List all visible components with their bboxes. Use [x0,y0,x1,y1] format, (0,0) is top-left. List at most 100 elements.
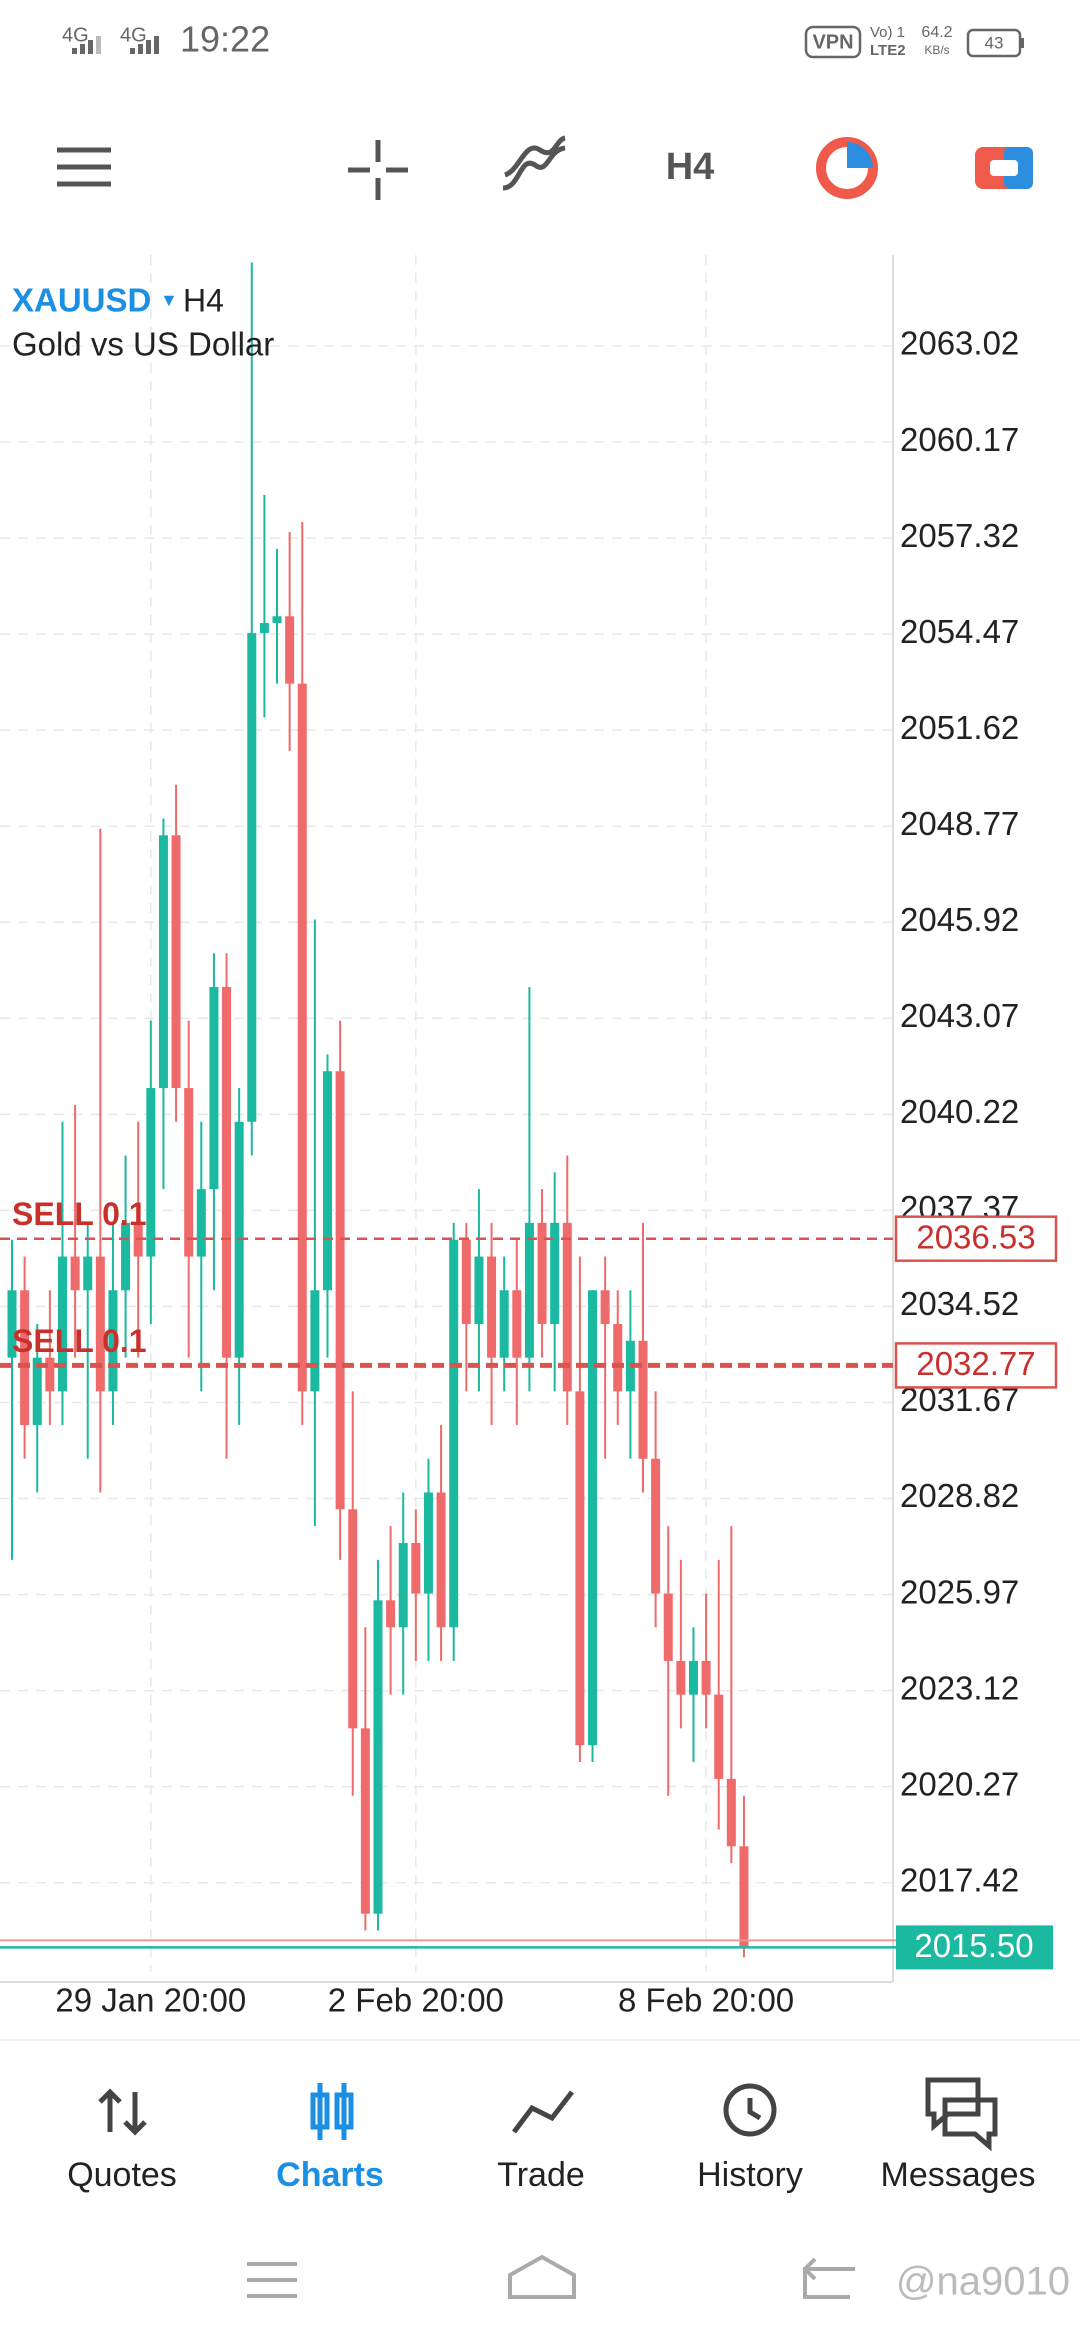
candle-body [575,1391,585,1746]
symbol[interactable]: XAUUSD [12,282,151,319]
candle-body [537,1222,547,1324]
candle-body [663,1593,673,1661]
back-button[interactable] [802,2257,855,2299]
recent-apps-button[interactable] [247,2262,297,2298]
timeframe-button[interactable]: H4 [666,146,715,188]
crosshair-button[interactable] [348,140,408,200]
candle-body [310,1290,320,1392]
y-tick-label: 2051.62 [900,709,1019,746]
one-click-button[interactable] [975,147,1033,189]
nav-icons [98,2077,998,2152]
signal-bar [80,44,85,54]
candle-body [146,1088,156,1257]
order-price-box [894,1342,1058,1389]
history-trades-button[interactable] [816,137,878,199]
chart: 2063.02 2060.17 2057.32 2054.47 2051.62 2048.… [0,255,1058,2019]
candle-body [373,1600,383,1914]
candle-body [688,1660,698,1695]
candle-body [158,835,168,1089]
candle-body [285,616,295,684]
vpn-label: VPN [812,31,853,53]
candle-body [184,1088,194,1257]
candle-body [499,1290,509,1358]
nav-item[interactable]: Messages [881,2156,1036,2194]
nav-item[interactable]: Quotes [67,2156,177,2194]
speed-unit: KB/s [924,43,949,57]
nav-item[interactable]: History [697,2156,803,2194]
candle-body [20,1290,30,1426]
candle-body [600,1290,610,1324]
candle-body [562,1222,572,1392]
candle-body [323,1071,332,1291]
network-label: 4G [120,24,147,46]
speed: 64.2 [921,24,952,41]
x-tick-label: 2 Feb 20:00 [328,1982,504,2019]
candle-body [360,1728,370,1914]
current-price-label: 2015.50 [914,1927,1033,1964]
candle-body [550,1222,560,1324]
candle-body [272,616,282,624]
candle-body [57,1256,67,1392]
candle-body [613,1323,623,1392]
candle-body [676,1660,686,1695]
candle-body [171,835,181,1089]
chart-timeframe: H4 [183,282,224,318]
candle-body [701,1660,711,1695]
candle-body [449,1239,459,1628]
y-tick-label: 2034.52 [900,1285,1019,1322]
order-label: SELL 0.1 [12,1323,147,1359]
history-icon [723,2083,777,2137]
candle-body [411,1543,421,1594]
nav-item[interactable]: Charts [276,2156,384,2194]
candle-body [95,1256,105,1392]
candle-body [45,1357,55,1392]
candle-body [739,1846,749,1948]
signal-bar [72,48,77,54]
symbol-description: Gold vs US Dollar [12,326,274,363]
order-price-label: 2036.53 [916,1218,1035,1255]
indicators-button[interactable] [502,135,567,191]
order-price-label: 2032.77 [916,1345,1035,1382]
candle-body [423,1492,433,1594]
y-tick-label: 2017.42 [900,1861,1019,1898]
y-tick-label: 2054.47 [900,613,1019,650]
bottom-nav: Quotes Charts Trade History Messages [67,2156,1035,2194]
y-tick-label: 2040.22 [900,1093,1019,1130]
signal-bar [88,40,93,54]
candle-body [70,1256,80,1291]
candle-body [461,1239,471,1324]
y-tick-label: 2057.32 [900,517,1019,554]
candle-body [474,1256,484,1324]
candle-body [222,986,232,1358]
candle-body [121,1222,131,1291]
candle-body [108,1290,118,1392]
system-nav [247,2254,855,2299]
vpn-badge [804,25,862,59]
clock: 19:22 [180,19,270,60]
candle-body [7,1290,17,1358]
battery-tip [1020,38,1024,48]
candle-body [487,1256,497,1358]
candle-body [335,1071,345,1510]
lte-label: LTE2 [870,42,906,59]
home-button[interactable] [508,2254,576,2299]
y-tick-label: 2048.77 [900,805,1019,842]
y-tick-label: 2028.82 [900,1477,1019,1514]
menu-button[interactable] [57,147,111,187]
candle-body [247,633,257,1122]
candle-body [524,1222,534,1358]
watermark: @na9010 [896,2260,1070,2304]
candle-body [714,1694,724,1779]
y-tick-label: 2060.17 [900,421,1019,458]
nav-item[interactable]: Trade [497,2156,585,2194]
candle-body [297,683,307,1392]
current-price-box [896,1925,1053,1970]
candle-body [196,1189,206,1257]
x-tick-label: 29 Jan 20:00 [55,1982,246,2019]
y-tick-label: 2045.92 [900,901,1019,938]
toolbar: H4 [57,135,1033,200]
candle-body [32,1357,42,1426]
x-tick-label: 8 Feb 20:00 [618,1982,794,2019]
